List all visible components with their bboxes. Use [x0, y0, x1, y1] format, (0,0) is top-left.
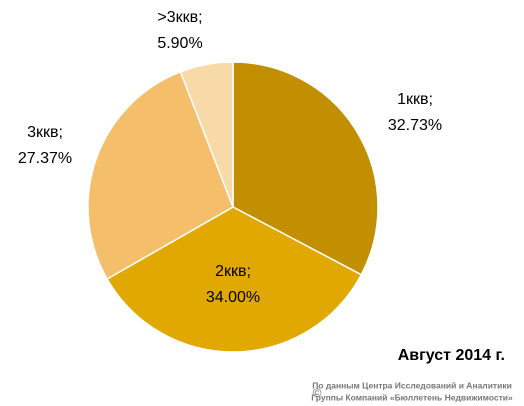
slice-label: 2ккв;: [215, 263, 251, 280]
slice-value-label: 32.73%: [388, 117, 442, 134]
slice-value-label: 27.37%: [18, 150, 72, 167]
slice-label: >3ккв;: [157, 9, 202, 26]
pie-slice: [179, 61, 234, 208]
slice-label: 1ккв;: [397, 91, 433, 108]
annotation: Август 2014 г.: [398, 347, 505, 364]
pie-slice: [87, 70, 234, 281]
pie-slice: [232, 61, 379, 276]
slice-value-label: 5.90%: [157, 35, 202, 52]
copyright: ©: [313, 386, 322, 400]
source-line: По данным Центра Исследований и Аналитик…: [312, 380, 512, 390]
slice-label: 3ккв;: [27, 124, 63, 141]
slice-value-label: 34.00%: [206, 289, 260, 306]
source-line: Группы Компаний «Бюллетень Недвижимости»: [311, 392, 513, 402]
